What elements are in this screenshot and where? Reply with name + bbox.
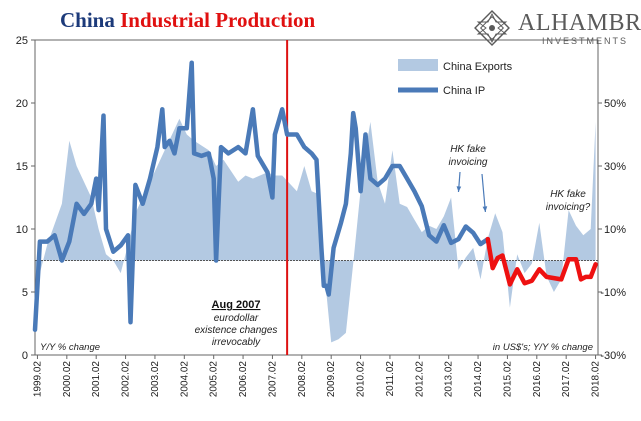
- hk-invoicing-question-line: invoicing?: [546, 202, 591, 213]
- x-tick-label: 2009.02: [326, 361, 337, 398]
- hk-invoicing-question-line: HK fake: [550, 189, 586, 200]
- logo-name: ALHAMBRA: [518, 10, 641, 36]
- alhambra-logo: ALHAMBRA INVESTMENTS: [470, 8, 641, 50]
- legend-exports-label: China Exports: [443, 61, 513, 73]
- right-tick-label: 10%: [604, 224, 626, 236]
- left-axis-note: Y/Y % change: [40, 342, 100, 353]
- alhambra-emblem-icon: [474, 10, 510, 46]
- x-tick-label: 2001.02: [91, 361, 102, 398]
- chart-title: China Industrial Production: [60, 8, 315, 33]
- x-tick-label: 2004.02: [179, 361, 190, 398]
- left-tick-label: 15: [16, 161, 28, 173]
- x-tick-label: 2014.02: [473, 361, 484, 398]
- hk-invoicing-annotation-line: invoicing: [449, 157, 488, 168]
- title-word-china: China: [60, 8, 115, 32]
- x-tick-label: 2017.02: [561, 361, 572, 398]
- logo-subtitle: INVESTMENTS: [542, 36, 629, 46]
- x-tick-label: 2012.02: [414, 361, 425, 398]
- x-tick-label: 2011.02: [385, 361, 396, 397]
- left-tick-label: 25: [16, 35, 28, 47]
- hk-invoicing-arrowhead: [482, 206, 488, 212]
- left-tick-label: 0: [22, 350, 28, 362]
- right-tick-label: -30%: [600, 350, 626, 362]
- hk-invoicing-arrow: [481, 173, 486, 213]
- aug-2007-title: Aug 2007: [212, 299, 261, 311]
- plot-frame: [34, 39, 599, 356]
- x-tick-label: 2007.02: [267, 361, 278, 398]
- left-tick-label: 10: [16, 224, 28, 236]
- aug-2007-annotation-line: irrevocably: [212, 337, 261, 348]
- x-tick-label: 2006.02: [238, 361, 249, 398]
- hk-invoicing-annotation-line: HK fake: [450, 144, 486, 155]
- x-tick-label: 1999.02: [32, 361, 43, 398]
- ip-line: [32, 60, 491, 333]
- left-tick-label: 5: [22, 287, 28, 299]
- x-tick-label: 2013.02: [444, 361, 455, 398]
- x-tick-label: 2018.02: [591, 361, 602, 398]
- hk-invoicing-arrowhead: [456, 186, 462, 192]
- legend-ip-label: China IP: [443, 85, 485, 97]
- ip-line-layer: [32, 60, 598, 333]
- x-tick-label: 2003.02: [150, 361, 161, 398]
- x-tick-label: 2016.02: [532, 361, 543, 398]
- x-tick-label: 2002.02: [121, 361, 132, 398]
- x-tick-label: 2010.02: [356, 361, 367, 398]
- x-tick-label: 2015.02: [502, 361, 513, 398]
- x-tick-label: 2005.02: [209, 361, 220, 398]
- legend-exports-swatch: [398, 59, 438, 71]
- x-tick-label: 2000.02: [62, 361, 73, 398]
- ip-line-highlight: [485, 236, 598, 287]
- right-tick-label: -10%: [600, 287, 626, 299]
- right-tick-label: 30%: [604, 161, 626, 173]
- title-word-industrial-production: Industrial Production: [120, 8, 316, 32]
- text-layer: 0 5 10 15 20 25 -30% -10% 10% 30% 50% 1999.02 2000.0…: [16, 35, 626, 397]
- left-tick-label: 20: [16, 98, 28, 110]
- x-tick-label: 2008.02: [297, 361, 308, 398]
- exports-area: [35, 118, 596, 343]
- aug-2007-annotation-line: eurodollar: [214, 313, 259, 324]
- right-tick-label: 50%: [604, 98, 626, 110]
- exports-area-layer: [35, 118, 596, 343]
- aug-2007-annotation-line: existence changes: [195, 325, 278, 336]
- right-axis-note: in US$'s; Y/Y % change: [493, 342, 593, 353]
